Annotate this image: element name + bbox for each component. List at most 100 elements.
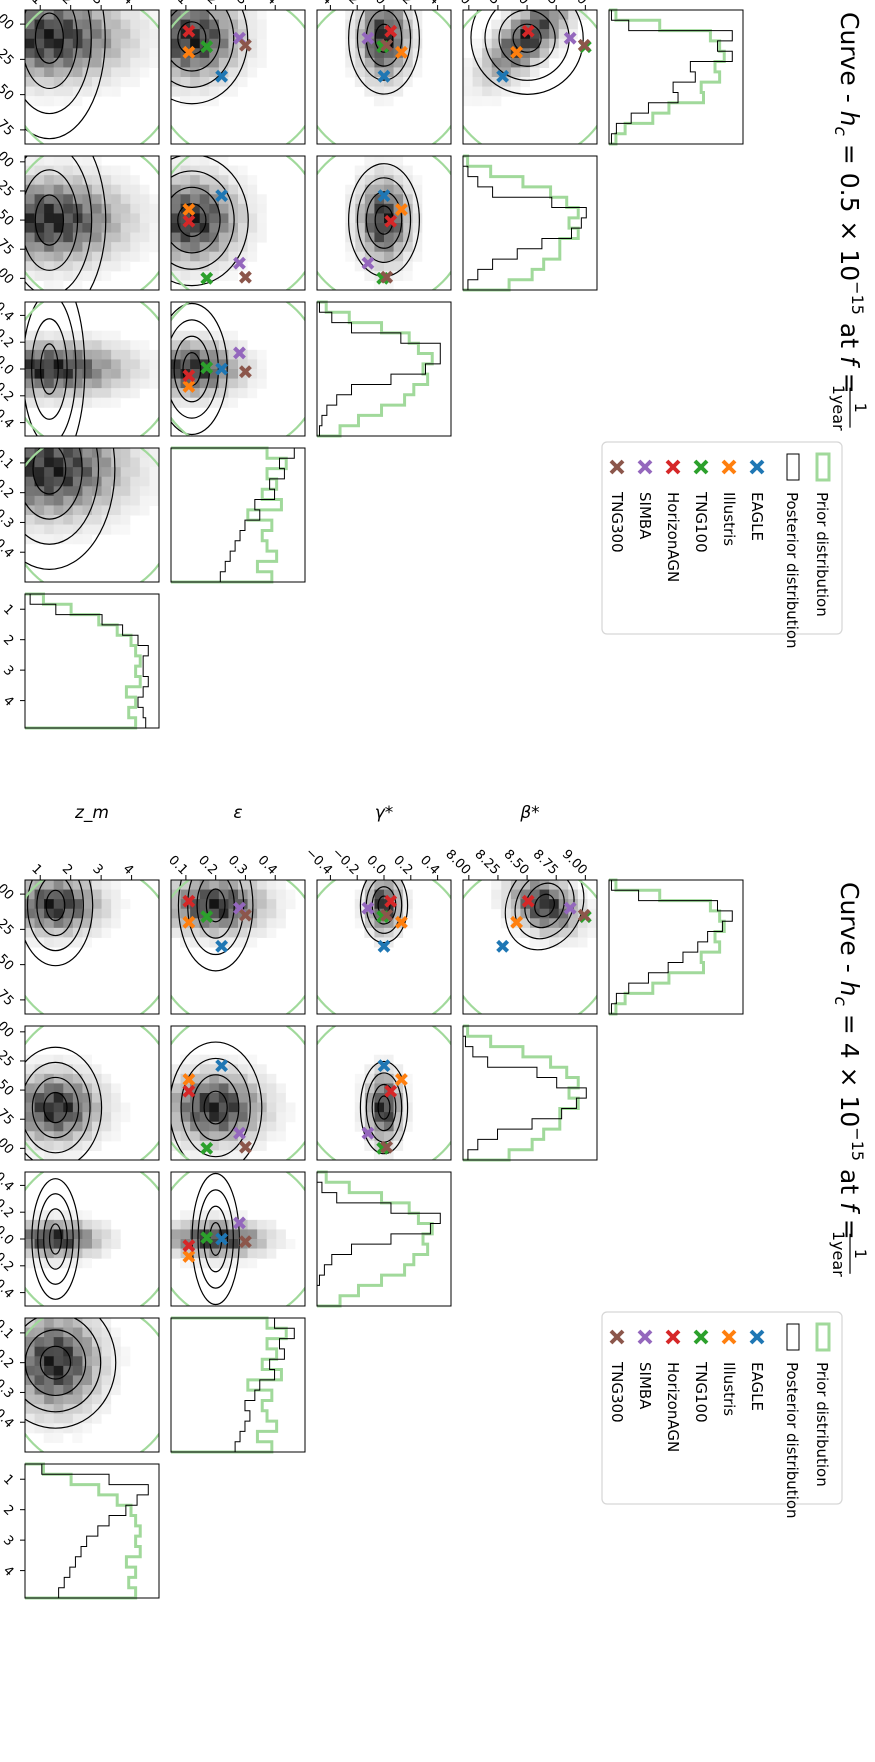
density-cell	[25, 330, 35, 341]
density-cell	[72, 1150, 83, 1160]
density-cell	[43, 1394, 54, 1405]
title-fraction-denominator: 1year	[829, 1231, 848, 1277]
panel-bg	[463, 156, 597, 290]
sim-marker-horizonagn	[182, 369, 196, 383]
density-cell	[199, 1248, 210, 1259]
density-cell	[208, 203, 219, 214]
density-cell	[110, 1346, 121, 1357]
y-tick-label: 8.75	[530, 847, 561, 878]
density-layer	[317, 156, 451, 290]
panel-5-2	[24, 155, 160, 291]
density-cell	[275, 1083, 286, 1094]
density-cell	[237, 165, 248, 176]
density-cell	[402, 251, 413, 262]
density-cell	[491, 889, 502, 900]
density-cell	[110, 330, 121, 341]
density-cell	[383, 261, 394, 272]
density-cell	[110, 77, 121, 88]
density-cell	[208, 359, 219, 370]
density-cell	[53, 1258, 64, 1269]
density-cell	[25, 1356, 35, 1367]
density-cell	[227, 1150, 238, 1160]
marker-stroke-b	[376, 1141, 390, 1155]
density-cell	[43, 1239, 54, 1250]
density-cell	[81, 476, 92, 487]
density-cell	[383, 251, 394, 262]
density-cell	[25, 448, 35, 459]
density-cell	[34, 194, 45, 205]
density-cell	[101, 1356, 112, 1367]
density-cell	[101, 1365, 112, 1376]
density-cell	[345, 242, 356, 253]
density-cell	[412, 29, 423, 40]
density-cell	[171, 251, 181, 262]
density-layer	[463, 10, 597, 144]
density-cell	[227, 1112, 238, 1123]
marker-stroke-b	[395, 915, 408, 929]
x-tick-label: 1.50	[0, 73, 16, 104]
density-cell	[373, 899, 384, 910]
density-cell	[129, 213, 140, 224]
y-tick-label: 0.2	[195, 853, 220, 878]
density-cell	[25, 515, 35, 526]
density-cell	[72, 232, 83, 243]
density-cell	[62, 397, 73, 408]
density-cell	[53, 38, 64, 49]
density-cell	[43, 261, 54, 272]
density-cell	[110, 397, 121, 408]
density-cell	[72, 1337, 83, 1348]
density-cell	[110, 505, 121, 516]
density-cell	[43, 476, 54, 487]
density-cell	[529, 927, 540, 938]
density-cell	[208, 175, 219, 186]
title-h: h	[835, 111, 864, 127]
density-cell	[101, 1337, 112, 1348]
y-tick-label: −0.4	[302, 845, 335, 878]
density-layer	[171, 1172, 305, 1306]
y-tick-label: 0.0	[363, 853, 388, 878]
density-cell	[558, 880, 569, 891]
density-cell	[110, 369, 121, 380]
density-cell	[81, 378, 92, 389]
density-cell	[256, 1083, 267, 1094]
density-cell	[171, 213, 181, 224]
density-cell	[43, 369, 54, 380]
density-cell	[199, 175, 210, 186]
density-cell	[148, 29, 159, 40]
density-cell	[53, 1404, 64, 1415]
marker-stroke-b	[721, 1329, 737, 1345]
sim-marker-eagle	[215, 69, 229, 83]
density-cell	[62, 1375, 73, 1386]
density-cell	[247, 251, 258, 262]
density-cell	[72, 457, 83, 468]
density-cell	[72, 280, 83, 290]
sim-marker-eagle	[215, 362, 229, 376]
density-cell	[81, 1394, 92, 1405]
density-cell	[62, 1229, 73, 1240]
sim-marker-tng100	[200, 361, 214, 375]
density-cell	[101, 38, 112, 49]
density-cell	[91, 349, 102, 360]
density-cell	[148, 203, 159, 214]
density-cell	[227, 378, 238, 389]
density-cell	[148, 194, 159, 205]
density-cell	[171, 1121, 181, 1132]
y-axis-label-gamma: γ*	[375, 803, 394, 823]
posterior-contour	[171, 1041, 263, 1160]
density-cell	[412, 38, 423, 49]
sim-marker-illustris	[395, 915, 408, 929]
marker-stroke-b	[384, 214, 398, 228]
marker-stroke-b	[496, 939, 510, 953]
density-cell	[25, 184, 35, 195]
density-cell	[558, 29, 569, 40]
density-cell	[101, 1131, 112, 1142]
density-cell	[364, 156, 375, 167]
density-cell	[148, 457, 159, 468]
density-cell	[218, 261, 229, 272]
density-cell	[402, 261, 413, 272]
density-cell	[208, 927, 219, 938]
figure-title: Curve - hc = 0.5 × 10−15 at f =	[830, 12, 867, 394]
density-cell	[62, 1102, 73, 1113]
density-cell	[62, 927, 73, 938]
density-cell	[129, 476, 140, 487]
